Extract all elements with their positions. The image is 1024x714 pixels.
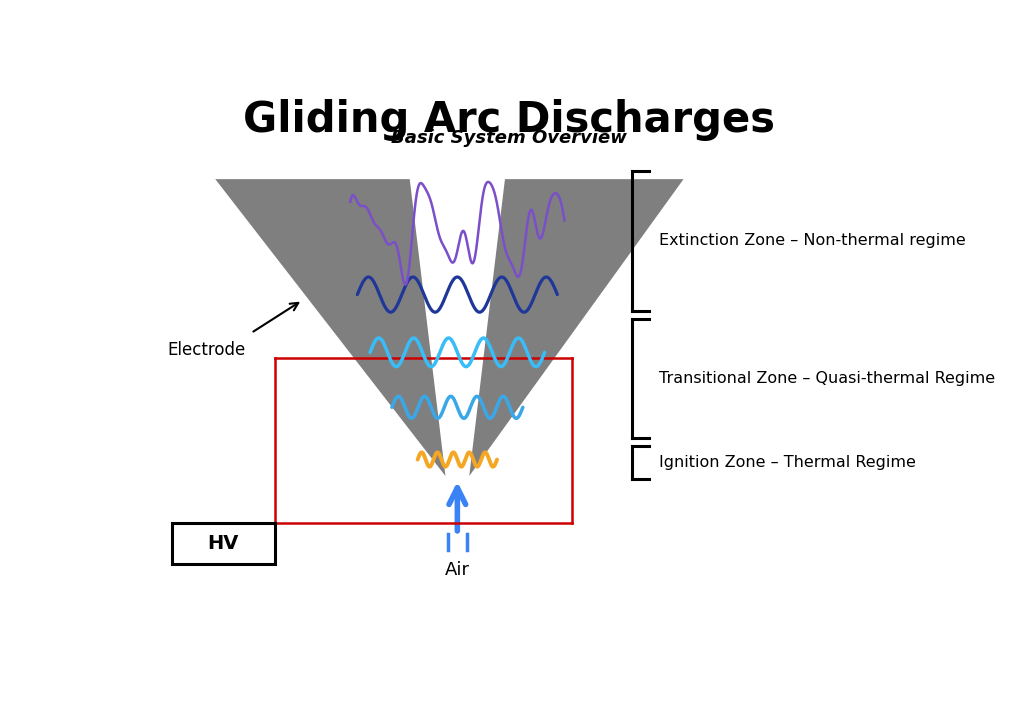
FancyBboxPatch shape bbox=[172, 523, 274, 564]
Polygon shape bbox=[215, 179, 445, 476]
Text: Air: Air bbox=[444, 561, 470, 579]
Text: Basic System Overview: Basic System Overview bbox=[391, 129, 627, 146]
Polygon shape bbox=[469, 179, 684, 476]
Text: Transitional Zone – Quasi-thermal Regime: Transitional Zone – Quasi-thermal Regime bbox=[658, 371, 995, 386]
Text: Ignition Zone – Thermal Regime: Ignition Zone – Thermal Regime bbox=[658, 455, 915, 470]
Text: Gliding Arc Discharges: Gliding Arc Discharges bbox=[243, 99, 775, 141]
Text: Electrode: Electrode bbox=[168, 341, 246, 359]
Text: HV: HV bbox=[208, 534, 239, 553]
Text: Extinction Zone – Non-thermal regime: Extinction Zone – Non-thermal regime bbox=[658, 233, 966, 248]
